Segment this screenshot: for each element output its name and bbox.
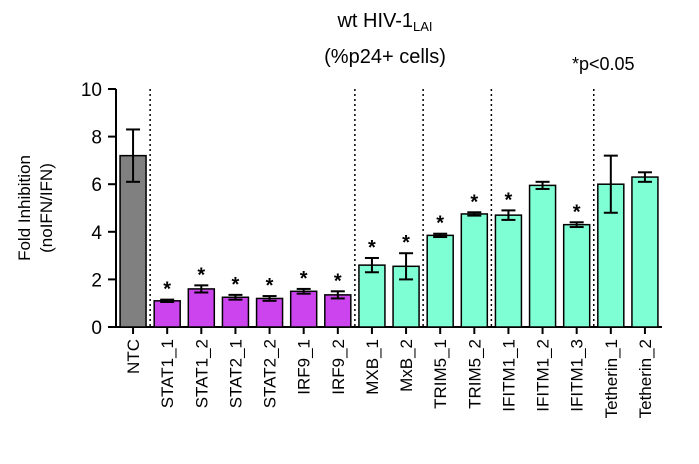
chart-title-main: wt HIV-1 <box>337 10 414 32</box>
significance-marker: * <box>266 275 274 297</box>
significance-marker: * <box>470 191 478 213</box>
significance-marker: * <box>402 232 410 254</box>
x-tick-label: MXB_1 <box>363 339 382 395</box>
y-tick-label: 2 <box>91 270 102 291</box>
bar <box>119 154 147 328</box>
y-tick-label: 0 <box>91 318 102 339</box>
x-tick-label: STAT2_1 <box>226 339 245 408</box>
bar <box>187 288 216 328</box>
x-tick-label: IFITM1_2 <box>534 339 553 412</box>
significance-marker: * <box>197 264 205 286</box>
chart-title: wt HIV-1LAI <box>300 10 470 34</box>
y-axis-label: Fold Inhibition <box>15 155 34 261</box>
significance-marker: * <box>334 270 342 292</box>
x-tick-label: Tetherin_2 <box>636 339 655 418</box>
significance-note: *p<0.05 <box>572 54 635 74</box>
significance-marker: * <box>505 189 513 211</box>
y-tick-label: 10 <box>81 80 102 101</box>
x-tick-label: IRF9_1 <box>295 339 314 395</box>
bar <box>324 294 352 328</box>
bar <box>426 234 454 328</box>
significance-marker: * <box>163 279 171 301</box>
chart-subtitle: (%p24+ cells) <box>324 46 446 68</box>
bar <box>460 213 489 328</box>
bar <box>528 184 557 328</box>
x-tick-label: TRIM5_2 <box>465 339 484 409</box>
x-tick-label: STAT1_2 <box>192 339 211 408</box>
x-tick-label: STAT1_1 <box>158 339 177 408</box>
y-tick-label: 4 <box>91 223 102 244</box>
y-axis-label-units: (noIFN/IFN) <box>37 163 56 253</box>
x-tick-label: IFITM1_3 <box>568 339 587 412</box>
y-tick-label: 6 <box>91 175 102 196</box>
significance-marker: * <box>573 201 581 223</box>
bar <box>494 214 523 328</box>
x-tick-label: STAT2_2 <box>261 339 280 408</box>
x-tick-label: MxB_2 <box>397 339 416 392</box>
significance-marker: * <box>300 268 308 290</box>
bar <box>153 300 181 328</box>
bar <box>358 264 386 328</box>
bar <box>562 223 591 328</box>
x-tick-label: TRIM5_1 <box>431 339 450 409</box>
bar <box>289 290 318 328</box>
significance-marker: * <box>232 274 240 296</box>
bar <box>221 296 250 328</box>
bar <box>255 297 284 328</box>
x-tick-label: IRF9_2 <box>329 339 348 395</box>
x-tick-label: Tetherin_1 <box>602 339 621 418</box>
x-tick-label: IFITM1_1 <box>499 339 518 412</box>
y-tick-label: 8 <box>91 128 102 149</box>
chart-title-subscript: LAI <box>413 19 433 34</box>
significance-marker: * <box>368 237 376 259</box>
x-tick-label: NTC <box>124 339 143 374</box>
bar <box>631 176 659 328</box>
significance-marker: * <box>436 213 444 235</box>
